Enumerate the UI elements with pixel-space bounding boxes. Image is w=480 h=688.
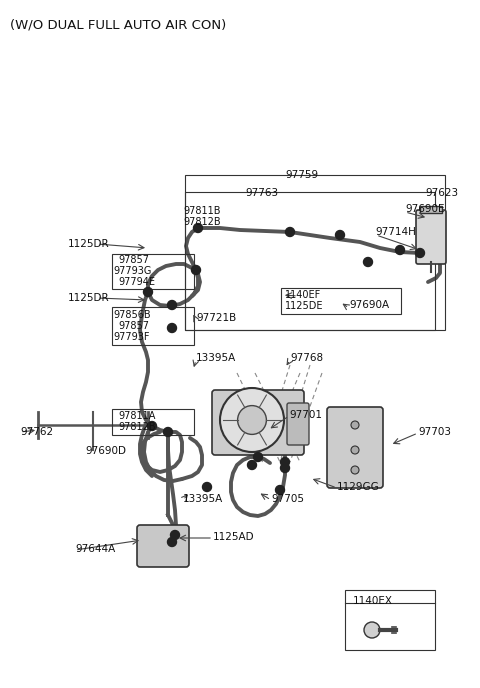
Text: 1140EF: 1140EF (285, 290, 321, 300)
Text: 97762: 97762 (20, 427, 53, 437)
Text: 97714H: 97714H (375, 227, 416, 237)
Bar (185, 175, 445, 330)
Circle shape (168, 323, 177, 332)
Text: 97721B: 97721B (196, 313, 236, 323)
Text: 97763: 97763 (245, 188, 278, 198)
Text: 97811A: 97811A (118, 411, 156, 421)
Circle shape (253, 453, 263, 462)
Circle shape (351, 446, 359, 454)
Text: 1125DE: 1125DE (285, 301, 324, 311)
Text: 97690D: 97690D (85, 446, 126, 456)
Text: 97793F: 97793F (113, 332, 149, 342)
Circle shape (364, 622, 380, 638)
Circle shape (363, 257, 372, 266)
Bar (420, 206, 442, 213)
Text: 97812B: 97812B (183, 217, 221, 227)
Text: 1125AD: 1125AD (213, 532, 254, 542)
Circle shape (164, 427, 172, 436)
Circle shape (203, 482, 212, 491)
Text: 97644A: 97644A (75, 544, 115, 554)
Circle shape (220, 388, 284, 452)
Text: 1129GG: 1129GG (337, 482, 380, 492)
FancyBboxPatch shape (287, 403, 309, 445)
Text: 97705: 97705 (271, 494, 304, 504)
Text: 97793G: 97793G (113, 266, 151, 276)
Circle shape (144, 288, 153, 297)
Text: (W/O DUAL FULL AUTO AIR CON): (W/O DUAL FULL AUTO AIR CON) (10, 18, 226, 31)
Text: 97703: 97703 (418, 427, 451, 437)
Circle shape (168, 537, 177, 546)
Circle shape (238, 406, 266, 434)
Bar (112, 254, 194, 289)
Text: 97857: 97857 (118, 321, 149, 331)
Text: 13395A: 13395A (196, 353, 236, 363)
Text: 97759: 97759 (285, 170, 318, 180)
Text: 97701: 97701 (289, 410, 322, 420)
Circle shape (168, 301, 177, 310)
FancyBboxPatch shape (416, 210, 446, 264)
Text: 97690E: 97690E (405, 204, 444, 214)
Text: 97811B: 97811B (183, 206, 220, 216)
Circle shape (147, 422, 156, 431)
Circle shape (416, 248, 424, 257)
Circle shape (192, 266, 201, 275)
Text: 97794E: 97794E (118, 277, 155, 287)
Bar (345, 590, 435, 650)
Text: 97623: 97623 (425, 188, 458, 198)
Circle shape (193, 224, 203, 233)
Circle shape (286, 228, 295, 237)
FancyBboxPatch shape (327, 407, 383, 488)
Circle shape (351, 466, 359, 474)
Text: 97856B: 97856B (113, 310, 151, 320)
Circle shape (396, 246, 405, 255)
Circle shape (280, 464, 289, 473)
Bar (185, 192, 435, 330)
Circle shape (280, 458, 289, 466)
Circle shape (276, 486, 285, 495)
Text: 97690A: 97690A (349, 300, 389, 310)
Circle shape (248, 460, 256, 469)
Text: 1125DR: 1125DR (68, 293, 109, 303)
Text: 97812B: 97812B (118, 422, 156, 432)
Text: 13395A: 13395A (183, 494, 223, 504)
Circle shape (170, 530, 180, 539)
Circle shape (336, 230, 345, 239)
Text: 1140EX: 1140EX (353, 596, 393, 606)
Text: 1125DR: 1125DR (68, 239, 109, 249)
Text: 97768: 97768 (290, 353, 323, 363)
Text: 97857: 97857 (118, 255, 149, 265)
FancyBboxPatch shape (137, 525, 189, 567)
Bar (281, 288, 401, 314)
FancyBboxPatch shape (212, 390, 304, 455)
Bar (112, 409, 194, 435)
Circle shape (351, 421, 359, 429)
Bar (112, 307, 194, 345)
